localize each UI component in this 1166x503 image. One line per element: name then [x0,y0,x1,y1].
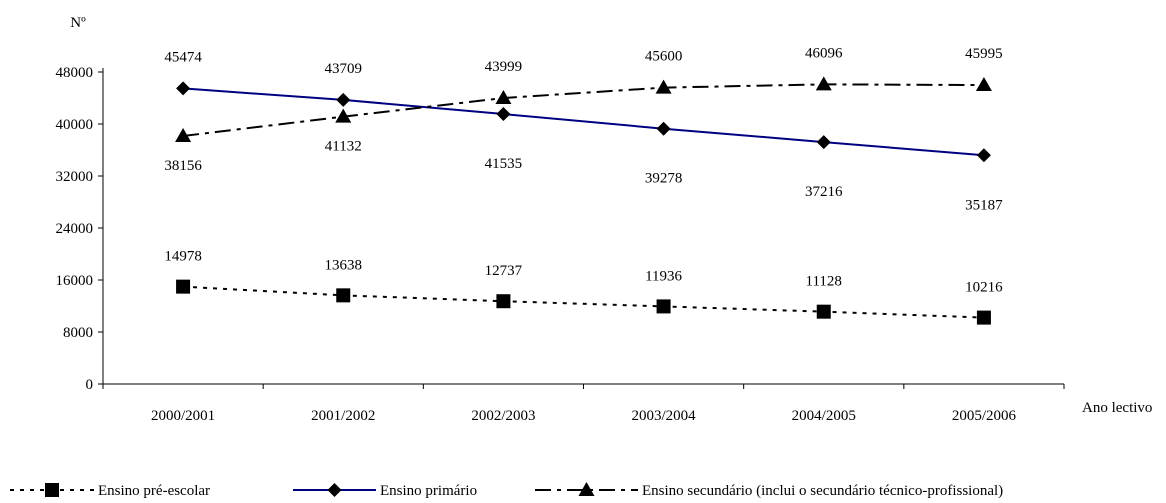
data-label: 43709 [325,61,363,77]
series-line [183,87,984,157]
data-point-triangle [815,76,832,91]
data-point-diamond [176,81,191,96]
data-point-square [816,304,831,319]
data-point-diamond [976,148,991,163]
data-label: 38156 [164,158,202,174]
legend-label: Ensino primário [380,483,477,499]
data-label: 35187 [965,197,1003,213]
data-point-square [976,310,991,325]
y-tick-label: 48000 [56,65,94,81]
data-labels: 14978 13638 12737 11936 11128 10216 45474 43709… [164,45,1003,295]
legend-marker-triangle [578,482,595,496]
series-line [182,83,984,137]
data-label: 10216 [965,280,1003,296]
y-tick-label: 16000 [56,273,94,289]
y-tick-label: 40000 [56,117,94,133]
y-tick-label: 0 [86,377,94,393]
data-point-diamond [656,121,671,136]
legend-primario: Ensino primário [293,483,477,499]
legend-marker-square [45,483,59,497]
series-0 [176,279,991,325]
data-point-square [496,294,511,309]
data-label: 39278 [645,171,683,187]
data-label: 11936 [645,268,682,284]
data-point-square [176,279,191,294]
data-point-diamond [496,107,511,122]
series-line [183,285,984,319]
x-tick-label: 2002/2003 [471,408,535,424]
y-tick-label: 24000 [56,221,94,237]
x-tick-label: 2000/2001 [151,408,215,424]
data-label: 13638 [325,257,363,273]
data-label: 46096 [805,45,843,61]
data-label: 37216 [805,184,843,200]
series-2 [175,76,992,142]
data-point-diamond [816,135,831,150]
series-group [175,76,992,325]
y-tick-label: 8000 [63,325,93,341]
legend: Ensino pré-escolar Ensino primário Ensino … [10,482,1003,499]
x-tick-label: 2001/2002 [311,408,375,424]
x-axis-title: Ano lectivo [1082,400,1152,416]
data-label: 45995 [965,46,1003,62]
data-point-square [656,299,671,314]
data-label: 45474 [164,49,202,65]
data-point-diamond [336,92,351,107]
data-point-triangle [975,77,992,92]
legend-secundario: Ensino secundário (inclui o secundário t… [535,482,1003,499]
data-label: 11128 [806,274,842,290]
x-tick-label: 2004/2005 [792,408,856,424]
data-label: 41132 [325,139,362,155]
data-point-square [336,288,351,303]
axes: 0 8000 16000 24000 32000 40000 48000 2000/2001 2… [56,15,1153,424]
y-axis-title: Nº [70,15,86,31]
x-tick-label: 2005/2006 [952,408,1017,424]
data-label: 14978 [164,249,202,265]
data-point-triangle [655,79,672,94]
data-point-triangle [175,127,192,142]
x-tick-label: 2003/2004 [631,408,696,424]
data-label: 41535 [485,156,523,172]
data-label: 43999 [485,59,523,75]
data-label: 12737 [485,263,523,279]
legend-preescolar: Ensino pré-escolar [10,483,210,499]
legend-label: Ensino secundário (inclui o secundário t… [642,483,1003,499]
data-label: 45600 [645,49,683,65]
legend-label: Ensino pré-escolar [98,483,210,499]
data-point-triangle [495,90,512,105]
legend-marker-diamond [327,483,342,497]
series-1 [176,81,991,163]
data-point-triangle [335,108,352,123]
y-tick-label: 32000 [56,169,94,185]
